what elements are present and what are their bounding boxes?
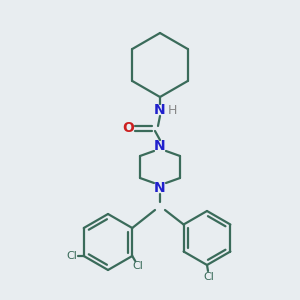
Text: H: H (167, 103, 177, 116)
Text: N: N (154, 181, 166, 195)
Text: Cl: Cl (133, 261, 144, 271)
Text: N: N (154, 103, 166, 117)
Text: N: N (154, 139, 166, 153)
Text: Cl: Cl (66, 251, 77, 261)
Text: Cl: Cl (204, 272, 214, 282)
Text: O: O (122, 121, 134, 135)
